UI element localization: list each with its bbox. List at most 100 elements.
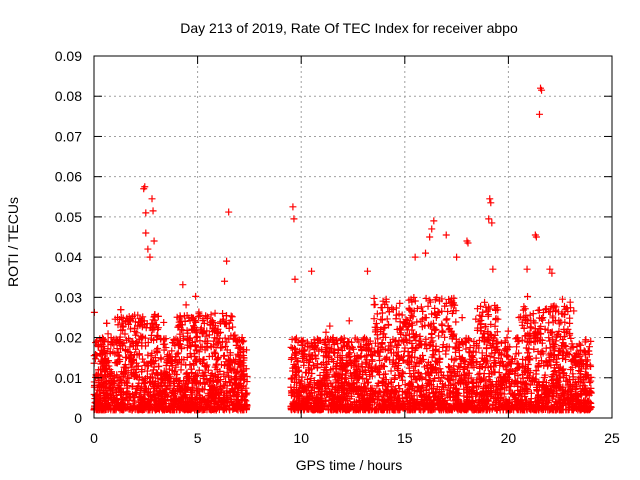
data-point (322, 328, 330, 336)
data-point (168, 347, 176, 355)
data-point (104, 357, 112, 365)
data-point (559, 354, 567, 362)
data-point (150, 391, 158, 399)
data-point (478, 390, 486, 398)
data-point (242, 365, 250, 373)
data-point (228, 313, 236, 321)
data-point (548, 269, 556, 277)
data-point (389, 306, 397, 314)
data-point (172, 363, 180, 371)
data-point (127, 371, 135, 379)
data-point (408, 326, 416, 334)
data-point (191, 379, 199, 387)
data-point (157, 354, 165, 362)
data-point (452, 318, 460, 326)
x-tick-label: 0 (90, 430, 98, 446)
data-point (532, 233, 540, 241)
x-tick-label: 5 (194, 430, 202, 446)
data-point (371, 339, 379, 347)
data-point (383, 406, 391, 414)
data-point (391, 387, 399, 395)
data-point (378, 339, 386, 347)
data-point (572, 396, 580, 404)
data-point (322, 396, 330, 404)
data-point (220, 352, 228, 360)
data-point (219, 309, 227, 317)
data-point (416, 387, 424, 395)
data-point (534, 331, 542, 339)
data-point (468, 356, 476, 364)
data-point (117, 306, 125, 314)
data-point (536, 382, 543, 390)
data-point (168, 357, 176, 365)
data-point (132, 389, 140, 397)
data-point (492, 306, 500, 314)
data-point (347, 338, 355, 346)
data-point (125, 397, 133, 405)
data-point (351, 358, 359, 366)
data-point (487, 320, 495, 328)
data-point (124, 382, 132, 390)
data-point (102, 372, 110, 380)
data-point (523, 385, 531, 393)
data-point (154, 324, 162, 332)
data-point (562, 343, 570, 351)
data-point (130, 393, 138, 401)
data-point (416, 332, 424, 340)
data-point (110, 380, 118, 388)
data-point (139, 333, 147, 341)
data-point (161, 340, 169, 348)
data-point (104, 330, 112, 338)
data-point (379, 333, 387, 341)
data-point (354, 375, 362, 383)
data-point (404, 348, 412, 356)
data-point (549, 312, 557, 320)
data-point (561, 311, 569, 319)
data-point (347, 361, 355, 369)
data-point (549, 302, 557, 310)
data-point (507, 366, 515, 374)
data-point (183, 384, 191, 392)
data-point (481, 298, 489, 306)
data-point (370, 294, 378, 302)
data-point (539, 349, 547, 357)
plot-frame (93, 55, 613, 419)
data-point (531, 406, 539, 414)
data-point (514, 387, 522, 395)
data-point (152, 402, 160, 410)
data-point (448, 295, 456, 303)
data-point (216, 318, 224, 326)
data-point (533, 398, 541, 406)
data-point (391, 337, 399, 345)
data-point (365, 405, 373, 413)
data-point (197, 326, 205, 334)
data-point (153, 348, 161, 356)
data-point (166, 375, 174, 383)
data-point (418, 373, 426, 381)
data-point (424, 302, 432, 310)
data-point (104, 387, 112, 395)
data-point (581, 348, 589, 356)
data-point (385, 342, 393, 350)
data-point (444, 372, 452, 380)
data-point (142, 342, 150, 350)
data-point (441, 405, 449, 413)
data-point (392, 311, 400, 319)
data-point (511, 370, 519, 378)
data-point (415, 405, 423, 413)
data-point (489, 336, 497, 344)
data-point (547, 349, 555, 357)
data-point (209, 319, 217, 327)
data-point (212, 360, 220, 368)
data-point (323, 344, 331, 352)
data-point (109, 386, 117, 394)
data-point (451, 380, 459, 388)
data-point (352, 400, 360, 408)
data-point (337, 335, 345, 343)
data-point (138, 321, 146, 329)
data-point (234, 350, 242, 358)
data-point (411, 353, 419, 361)
data-point (214, 340, 222, 348)
data-point (327, 366, 335, 374)
data-point (548, 373, 556, 381)
